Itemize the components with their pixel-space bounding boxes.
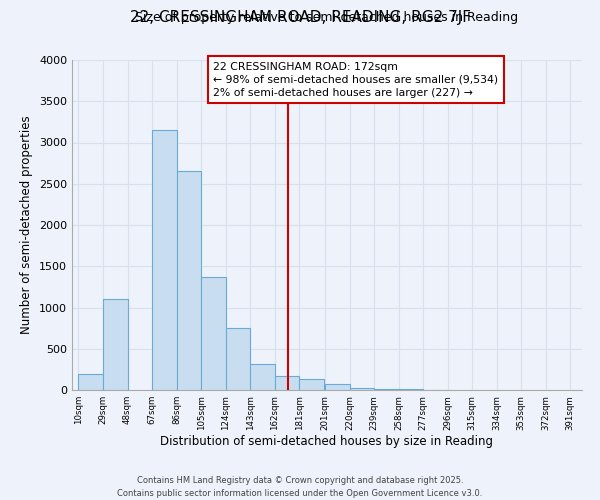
Bar — [250, 364, 275, 390]
Text: 22 CRESSINGHAM ROAD: 172sqm
← 98% of semi-detached houses are smaller (9,534)
2%: 22 CRESSINGHAM ROAD: 172sqm ← 98% of sem… — [214, 62, 499, 98]
Bar — [299, 380, 324, 390]
Title: Size of property relative to semi-detached houses in Reading: Size of property relative to semi-detach… — [136, 11, 518, 24]
Bar — [103, 299, 128, 390]
Bar — [325, 384, 350, 390]
Bar — [79, 374, 103, 390]
Bar — [152, 130, 176, 390]
Bar — [201, 277, 226, 390]
Bar — [374, 389, 398, 390]
Text: 22, CRESSINGHAM ROAD, READING, RG2 7JF: 22, CRESSINGHAM ROAD, READING, RG2 7JF — [130, 10, 470, 25]
Bar — [176, 172, 201, 390]
Text: Contains HM Land Registry data © Crown copyright and database right 2025.
Contai: Contains HM Land Registry data © Crown c… — [118, 476, 482, 498]
Y-axis label: Number of semi-detached properties: Number of semi-detached properties — [20, 116, 34, 334]
Bar — [350, 388, 374, 390]
Bar — [398, 389, 423, 390]
X-axis label: Distribution of semi-detached houses by size in Reading: Distribution of semi-detached houses by … — [161, 436, 493, 448]
Bar — [226, 328, 250, 390]
Bar — [275, 376, 299, 390]
